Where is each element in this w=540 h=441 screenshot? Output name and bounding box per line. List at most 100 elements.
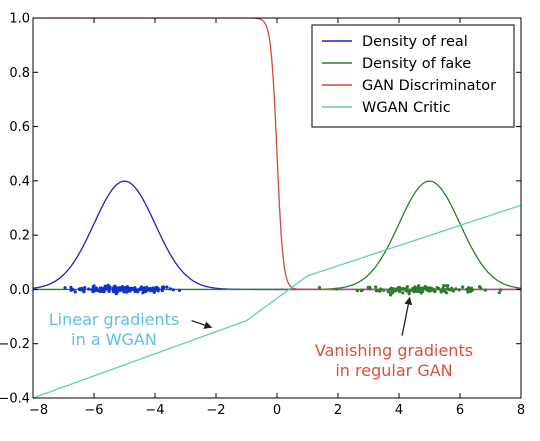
real-samples-point: [83, 286, 87, 290]
real-samples-point: [71, 287, 75, 292]
real-samples-point: [92, 284, 96, 288]
real-samples-point: [95, 288, 99, 292]
x-tick-label: 4: [395, 403, 403, 418]
x-tick-label: 8: [517, 403, 525, 418]
fake-samples-point: [379, 287, 383, 291]
annotation-arrow: [191, 320, 213, 329]
fake-samples-point: [406, 288, 410, 292]
real-samples-point: [117, 286, 121, 290]
real-samples-point: [69, 285, 73, 289]
y-tick-label: 1.0: [9, 12, 30, 27]
fake-samples-point: [442, 284, 446, 288]
fake-samples-point: [477, 284, 482, 289]
fake-samples-point: [483, 288, 488, 292]
density-of-real-line: [33, 180, 521, 291]
real-samples-point: [134, 289, 139, 293]
real-samples-point: [142, 287, 146, 291]
x-tick-label: −2: [206, 403, 225, 418]
real-samples-point: [139, 287, 143, 292]
real-samples-point: [107, 287, 111, 291]
fake-samples-point: [454, 287, 458, 291]
fake-samples-point: [465, 287, 470, 291]
fake-samples-point: [317, 285, 322, 290]
y-tick-label: 0.6: [9, 120, 30, 135]
fake-samples-point: [415, 287, 420, 291]
fake-samples-point: [368, 285, 372, 289]
real-samples-point: [121, 287, 125, 292]
y-tick-label: 0.4: [9, 174, 30, 189]
real-samples-point: [171, 288, 176, 292]
fake-samples-point: [401, 291, 405, 295]
x-tick-label: −8: [29, 403, 48, 418]
fake-samples-point: [388, 293, 393, 297]
fake-samples-point: [417, 289, 421, 294]
legend-label: GAN Discriminator: [362, 78, 496, 94]
fake-samples-point: [428, 286, 432, 290]
fake-samples-point: [334, 287, 339, 291]
y-tick-label: −0.2: [0, 337, 30, 352]
y-tick-label: −0.4: [0, 392, 30, 407]
fake-samples-point: [355, 289, 359, 293]
fake-samples-point: [405, 285, 409, 289]
y-tick-label: 0.0: [9, 283, 30, 298]
fake-samples-point: [435, 286, 439, 290]
real-samples-point: [82, 290, 86, 294]
annotation-arrow: [401, 296, 413, 336]
fake-samples-point: [446, 284, 450, 288]
fake-samples-point: [413, 285, 417, 289]
legend-label: WGAN Critic: [362, 100, 451, 116]
legend-label: Density of fake: [362, 56, 471, 72]
annotation-text: Vanishing gradients: [315, 341, 473, 360]
fake-samples-point: [457, 288, 461, 292]
wgan-critic-line: [33, 204, 521, 398]
annotation-text: in a WGAN: [71, 330, 157, 349]
fake-samples-point: [441, 286, 445, 290]
real-samples-point: [122, 290, 126, 294]
fake-samples-point: [443, 289, 447, 293]
real-samples-point: [126, 289, 130, 293]
fake-samples-point: [497, 291, 501, 295]
fake-samples-point: [360, 288, 365, 292]
fake-samples-point: [412, 289, 416, 293]
x-tick-label: 0: [273, 403, 281, 418]
legend-box: [311, 24, 515, 128]
fake-samples-point: [407, 292, 411, 296]
x-tick-label: 6: [456, 403, 464, 418]
fake-samples-point: [419, 291, 423, 295]
fake-samples-point: [375, 288, 380, 292]
real-samples-point: [113, 286, 117, 290]
fake-samples-point: [466, 290, 470, 294]
fake-samples-point: [390, 287, 394, 291]
fake-samples-point: [450, 288, 454, 292]
fake-samples-point: [433, 289, 437, 293]
real-samples-point: [177, 288, 182, 292]
annotation-text: Linear gradients: [49, 310, 180, 329]
fake-samples-point: [374, 285, 378, 289]
x-tick-label: −6: [84, 403, 103, 418]
fake-samples-point: [425, 288, 429, 292]
real-samples-point: [168, 287, 172, 291]
y-tick-label: 0.2: [9, 229, 30, 244]
fake-samples-point: [470, 286, 474, 290]
real-samples-point: [63, 286, 67, 290]
real-samples-point: [98, 286, 102, 290]
axis-ticks: −8 −6 −4 −2 0 2 4 6 8 −0.4 −0.2 0.0 0.2 0.4 0.6 0.8 1.0: [0, 12, 525, 419]
density-of-fake-line: [33, 180, 521, 291]
fake-samples-point: [461, 285, 465, 289]
legend-label: Density of real: [362, 34, 468, 50]
real-samples-point: [142, 289, 146, 293]
real-samples-point: [73, 290, 77, 294]
scatter-layer: [63, 283, 503, 297]
real-samples-point: [128, 287, 132, 291]
real-samples-point: [77, 287, 82, 291]
y-tick-label: 0.8: [9, 66, 30, 81]
fake-samples-point: [421, 286, 425, 290]
fake-samples-point: [390, 291, 395, 295]
x-tick-label: −4: [145, 403, 164, 418]
fake-samples-point: [395, 288, 399, 292]
real-samples-point: [99, 289, 103, 294]
